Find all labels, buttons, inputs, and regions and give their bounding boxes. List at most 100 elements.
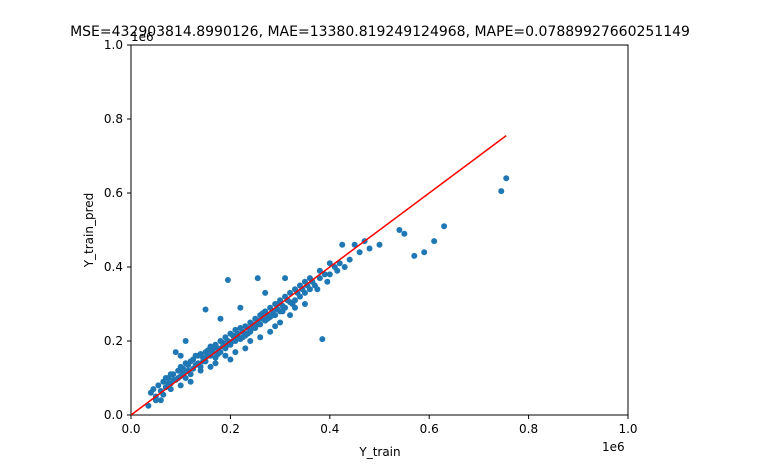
y-tick-label: 0.8: [104, 112, 123, 126]
chart-title: MSE=432903814.8990126, MAE=13380.8192491…: [70, 24, 690, 40]
scatter-point: [366, 245, 373, 252]
scatter-point: [339, 241, 346, 248]
scatter-point: [239, 334, 246, 341]
x-tick-label: 1.0: [618, 422, 637, 436]
scatter-point: [162, 375, 169, 381]
x-tick-label: 0.6: [420, 422, 439, 436]
scatter-point: [222, 352, 229, 359]
y-tick-label: 1.0: [104, 38, 123, 52]
scatter-point: [264, 315, 271, 322]
scatter-point: [411, 252, 418, 259]
scatter-point: [247, 338, 254, 344]
scatter-point: [160, 391, 167, 398]
reference-line: [130, 135, 507, 416]
scatter-point: [242, 345, 249, 352]
scatter-point: [376, 241, 383, 248]
scatter-point: [214, 350, 221, 357]
scatter-point: [257, 334, 264, 341]
x-tick-label: 0.8: [519, 422, 538, 436]
x-tick-label: 0.4: [320, 422, 339, 436]
scatter-point: [321, 271, 328, 278]
scatter-point: [152, 397, 159, 404]
scatter-point: [217, 315, 224, 322]
scatter-point: [182, 338, 189, 344]
scatter-point: [262, 289, 269, 296]
scatter-point: [292, 304, 299, 311]
x-axis-ticks: 0.0 0.2 0.4 0.6 0.8 1.0: [121, 415, 638, 436]
y-tick-label: 0.0: [104, 408, 123, 422]
scatter-point: [431, 238, 438, 245]
scatter-point: [232, 349, 239, 356]
scatter-point: [503, 175, 510, 182]
scatter-point: [187, 378, 194, 385]
scatter-point: [314, 286, 321, 293]
scatter-point: [155, 382, 162, 389]
scatter-point: [498, 188, 505, 195]
scatter-point: [324, 278, 331, 285]
scatter-point: [177, 382, 184, 389]
scatter-point: [282, 275, 289, 282]
scatter-point: [279, 308, 286, 315]
x-axis-label: Y_train: [358, 445, 400, 459]
scatter-point: [185, 362, 192, 369]
scatter-point: [150, 386, 157, 393]
scatter-points: [145, 175, 510, 409]
scatter-point: [237, 304, 244, 311]
scatter-point: [396, 227, 403, 233]
y-axis-scale-label: 1e6: [131, 30, 154, 44]
scatter-point: [187, 371, 194, 378]
scatter-point: [197, 367, 204, 374]
scatter-point: [177, 352, 184, 359]
x-axis-scale-label: 1e6: [602, 440, 625, 454]
scatter-point: [195, 352, 202, 359]
scatter-point: [356, 249, 363, 256]
scatter-point: [182, 375, 189, 381]
scatter-point: [229, 332, 236, 339]
scatter-point: [341, 264, 348, 270]
y-axis-label: Y_train_pred: [82, 193, 96, 269]
y-axis-ticks: 0.0 0.2 0.4 0.6 0.8 1.0: [104, 38, 131, 422]
scatter-point: [210, 345, 217, 352]
scatter-point: [170, 376, 177, 383]
scatter-point: [336, 260, 343, 267]
scatter-point: [157, 397, 164, 404]
y-tick-label: 0.6: [104, 186, 123, 200]
scatter-point: [326, 271, 333, 278]
scatter-point: [165, 380, 172, 387]
scatter-point: [249, 325, 256, 332]
scatter-point: [277, 319, 284, 326]
scatter-point: [227, 356, 234, 363]
scatter-point: [167, 386, 174, 393]
scatter-point: [267, 328, 274, 335]
scatter-point: [172, 349, 179, 356]
x-tick-label: 0.0: [121, 422, 140, 436]
x-tick-label: 0.2: [221, 422, 240, 436]
scatter-point: [254, 321, 261, 328]
scatter-point: [301, 301, 308, 307]
scatter-point: [441, 223, 448, 230]
y-tick-label: 0.4: [104, 260, 123, 274]
scatter-point: [334, 267, 341, 274]
scatter-point: [401, 230, 408, 237]
scatter-point: [180, 365, 187, 372]
scatter-point: [346, 256, 353, 263]
scatter-point: [326, 260, 333, 267]
scatter-point: [287, 312, 294, 319]
scatter-point: [224, 276, 231, 283]
scatter-point: [316, 267, 323, 274]
scatter-point: [272, 323, 279, 330]
scatter-point: [244, 330, 251, 337]
scatter-point: [167, 371, 174, 378]
scatter-point: [212, 360, 219, 367]
scatter-point: [254, 275, 261, 282]
scatter-point: [421, 249, 428, 256]
scatter-point: [207, 363, 214, 370]
scatter-point: [316, 275, 323, 282]
scatter-point: [269, 312, 276, 319]
scatter-point: [319, 336, 326, 343]
scatter-point: [202, 306, 209, 313]
scatter-point: [259, 310, 266, 317]
scatter-point: [351, 241, 358, 248]
y-tick-label: 0.2: [104, 334, 123, 348]
